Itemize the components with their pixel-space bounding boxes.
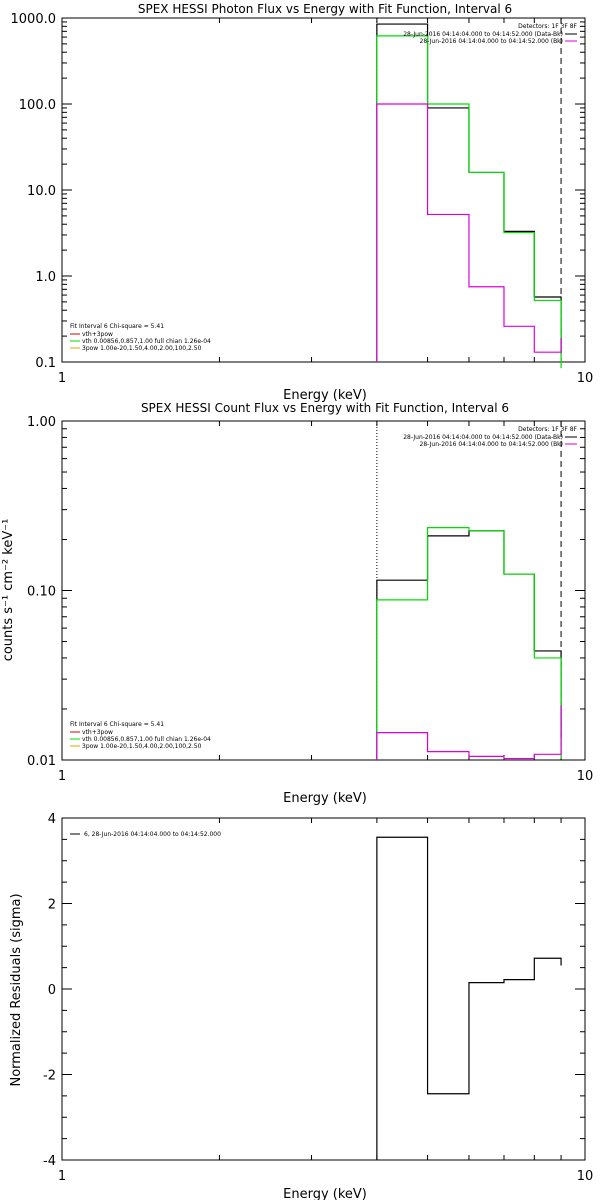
photon-flux-panel: SPEX HESSI Photon Flux vs Energy with Fi…: [11, 2, 594, 403]
y-tick-label: -4: [43, 1154, 56, 1169]
y-tick-label: 1.0: [35, 270, 56, 285]
legend-entry-text: 28-Jun-2016 04:14:04.000 to 04:14:52.000…: [420, 441, 563, 448]
series-line: [376, 23, 562, 362]
y-tick-label: 4: [48, 812, 56, 827]
series-line: [376, 35, 562, 369]
y-tick-label: 2: [48, 898, 56, 913]
y-axis-label: counts s⁻¹ cm⁻² keV⁻¹: [1, 519, 16, 662]
x-tick-label: 10: [577, 1169, 594, 1184]
chart-title: SPEX HESSI Photon Flux vs Energy with Fi…: [138, 2, 512, 16]
x-axis-label: Energy (keV): [283, 1187, 367, 1200]
count-flux-panel: SPEX HESSI Count Flux vs Energy with Fit…: [1, 401, 593, 806]
x-tick-label: 1: [58, 1169, 66, 1184]
x-tick-label: 10: [577, 769, 594, 784]
x-axis-label: Energy (keV): [283, 791, 367, 806]
y-tick-label: 0: [48, 983, 56, 998]
plot-frame: [61, 817, 586, 1161]
legend-entry-text: 3pow 1.00e-20,1.50,4.00,2.00,100,2.50: [82, 743, 202, 750]
series-line: [376, 530, 562, 760]
legend-header: Fit Interval 6 Chi-square = 5.41: [70, 721, 164, 728]
legend-entry-text: 28-Jun-2016 04:14:04.000 to 04:14:52.000…: [420, 38, 563, 45]
x-tick-label: 1: [58, 769, 66, 784]
y-tick-label: 100.0: [19, 98, 56, 113]
y-tick-label: -2: [43, 1069, 56, 1084]
legend-entry-text: vth+3pow: [82, 331, 113, 338]
legend-entry-text: vth 0.00856,0.857,1.00 full chian 1.26e-…: [82, 338, 211, 345]
legend-entry-text: 3pow 1.00e-20,1.50,4.00,2.00,100,2.50: [82, 345, 202, 352]
x-tick-label: 10: [577, 371, 594, 386]
series-line: [376, 527, 562, 760]
legend-entry-text: 28-Jun-2016 04:14:04.000 to 04:14:52.000…: [403, 434, 563, 441]
series-line: [376, 705, 562, 760]
y-tick-label: 1000.0: [11, 12, 57, 27]
y-tick-label: 10.0: [27, 184, 56, 199]
plot-frame: [61, 17, 586, 363]
y-tick-label: 1.00: [27, 415, 56, 430]
x-tick-label: 1: [58, 371, 66, 386]
y-tick-label: 0.01: [27, 754, 56, 769]
y-axis-label: Normalized Residuals (sigma): [9, 893, 24, 1086]
legend-entry-text: vth+3pow: [82, 729, 113, 736]
chart-title: SPEX HESSI Count Flux vs Energy with Fit…: [141, 401, 509, 415]
legend-header: Detectors: 1F 3F 8F: [518, 426, 577, 433]
legend-entry-text: vth 0.00856,0.857,1.00 full chian 1.26e-…: [82, 736, 211, 743]
y-tick-label: 0.10: [27, 585, 56, 600]
plot-frame: [61, 420, 586, 761]
x-axis-label: Energy (keV): [283, 388, 367, 403]
legend-entry-text: 28-Jun-2016 04:14:04.000 to 04:14:52.000…: [403, 31, 563, 38]
legend-header: Fit Interval 6 Chi-square = 5.41: [70, 323, 164, 330]
series-line: [376, 103, 562, 362]
series-line: [376, 836, 562, 1160]
residuals-panel: Energy (keV) Normalized Residuals (sigma…: [9, 812, 593, 1200]
legend-entry-text: 6, 28-Jun-2016 04:14:04.000 to 04:14:52.…: [84, 831, 221, 838]
y-tick-label: 0.1: [35, 356, 56, 371]
legend-header: Detectors: 1F 3F 8F: [518, 23, 577, 30]
